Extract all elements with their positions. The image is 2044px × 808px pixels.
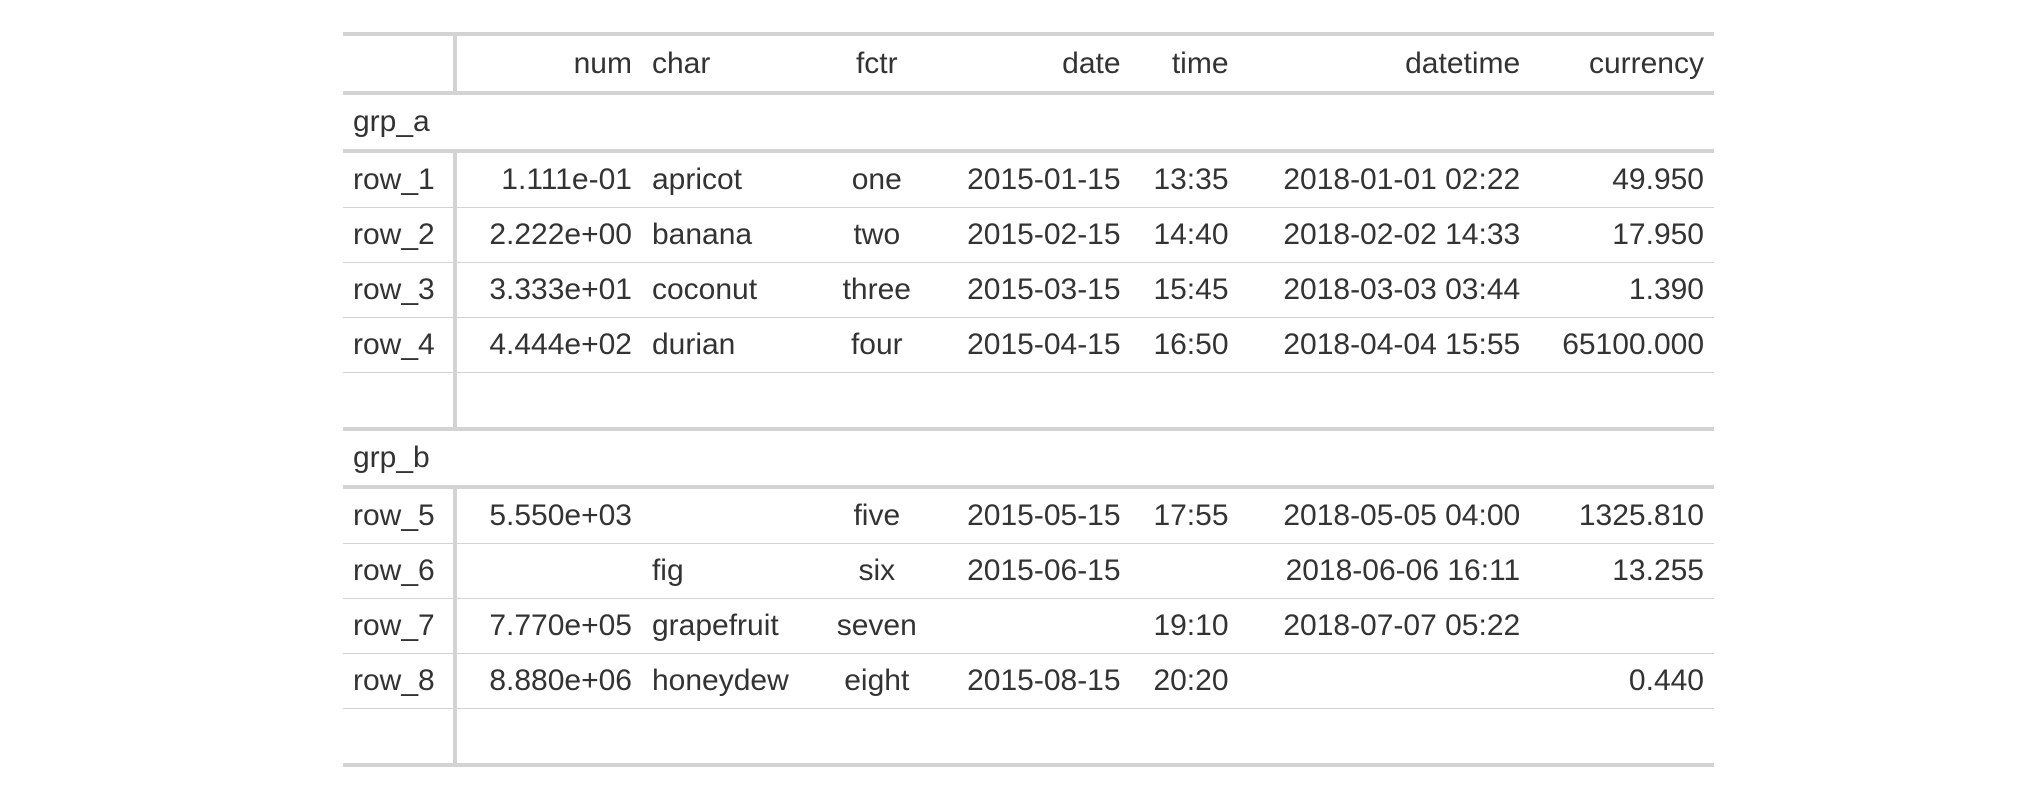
cell-currency: 17.950 xyxy=(1530,207,1714,263)
group-label: grp_b xyxy=(343,427,1714,489)
cell-time: 14:40 xyxy=(1130,207,1239,263)
cell-time: 20:20 xyxy=(1130,653,1239,709)
column-header-fctr: fctr xyxy=(819,32,934,95)
row-label: row_2 xyxy=(343,207,457,263)
cell-fctr: five xyxy=(853,499,901,532)
cell-datetime: 2018-03-03 03:44 xyxy=(1238,262,1531,318)
cell-num: 1.111e-01 xyxy=(501,163,632,196)
table-row: row_4 4.444e+02 durian four 2015-04-15 16:50 2… xyxy=(343,317,1714,373)
cell-time: 17:55 xyxy=(1153,499,1229,532)
cell-fctr: one xyxy=(851,163,902,196)
cell-time: 13:35 xyxy=(1153,163,1229,196)
cell-char: coconut xyxy=(641,262,820,318)
cell-fctr: six xyxy=(819,543,934,599)
row-label: row_4 xyxy=(343,317,457,373)
cell-time xyxy=(1130,543,1239,599)
cell-char: honeydew xyxy=(641,653,820,709)
table-row: row_8 8.880e+06 honeydew eight 2015-08-15 20:… xyxy=(343,653,1714,709)
group-spacer-row xyxy=(343,372,1714,429)
table-row: row_2 2.222e+00 banana two 2015-02-15 14:40 20… xyxy=(343,207,1714,263)
cell-date xyxy=(933,598,1131,654)
table-body: grp_a row_1 1.111e-01 apricot one 2015-01-15 1… xyxy=(343,93,1714,767)
cell-fctr: seven xyxy=(819,598,934,654)
cell-date: 2015-05-15 xyxy=(967,499,1121,532)
cell-currency: 65100.000 xyxy=(1530,317,1714,373)
spacer-cell xyxy=(455,372,1714,429)
cell-datetime: 2018-04-04 15:55 xyxy=(1238,317,1531,373)
data-table: num char fctr date time datetime currenc… xyxy=(343,32,1714,767)
cell-datetime xyxy=(1238,653,1531,709)
cell-currency: 1.390 xyxy=(1530,262,1714,318)
cell-time: 19:10 xyxy=(1130,598,1239,654)
cell-fctr: eight xyxy=(819,653,934,709)
cell-char: apricot xyxy=(651,163,743,196)
cell-datetime: 2018-05-05 04:00 xyxy=(1283,499,1521,532)
table-row: row_5 5.550e+03 five 2015-05-15 17:55 2018-05… xyxy=(343,487,1714,544)
cell-char: fig xyxy=(641,543,820,599)
cell-fctr: two xyxy=(819,207,934,263)
row-label: row_8 xyxy=(343,653,457,709)
cell-fctr: three xyxy=(819,262,934,318)
cell-date: 2015-04-15 xyxy=(933,317,1131,373)
cell-datetime: 2018-07-07 05:22 xyxy=(1238,598,1531,654)
cell-date: 2015-01-15 xyxy=(967,163,1121,196)
cell-char xyxy=(642,487,820,544)
cell-fctr: four xyxy=(819,317,934,373)
row-label: row_5 xyxy=(343,487,457,544)
cell-num: 5.550e+03 xyxy=(489,499,632,532)
table-row: row_7 7.770e+05 grapefruit seven 19:10 2018-0… xyxy=(343,598,1714,654)
row-label: row_3 xyxy=(343,262,457,318)
row-label: row_1 xyxy=(343,151,457,208)
cell-date: 2015-06-15 xyxy=(933,543,1131,599)
cell-datetime: 2018-06-06 16:11 xyxy=(1238,543,1531,599)
cell-currency: 1325.810 xyxy=(1578,499,1704,532)
spacer-stub xyxy=(343,372,457,429)
cell-char: banana xyxy=(641,207,820,263)
cell-currency xyxy=(1530,598,1714,654)
spacer-cell xyxy=(455,708,1714,767)
table-row: row_3 3.333e+01 coconut three 2015-03-15 15:4… xyxy=(343,262,1714,318)
cell-char: grapefruit xyxy=(641,598,820,654)
cell-currency: 0.440 xyxy=(1530,653,1714,709)
group-row: grp_a xyxy=(343,93,1714,153)
cell-num: 8.880e+06 xyxy=(455,653,642,709)
cell-char: durian xyxy=(641,317,820,373)
group-spacer-row xyxy=(343,708,1714,767)
cell-currency: 13.255 xyxy=(1530,543,1714,599)
column-header-date: date xyxy=(933,32,1131,95)
group-label: grp_a xyxy=(343,93,1714,153)
row-label: row_6 xyxy=(343,543,457,599)
cell-currency: 49.950 xyxy=(1612,163,1704,196)
spacer-stub xyxy=(343,708,457,767)
cell-time: 15:45 xyxy=(1130,262,1239,318)
cell-datetime: 2018-02-02 14:33 xyxy=(1238,207,1531,263)
cell-num: 2.222e+00 xyxy=(455,207,642,263)
column-header-num: num xyxy=(455,32,642,95)
cell-num: 7.770e+05 xyxy=(455,598,642,654)
cell-time: 16:50 xyxy=(1130,317,1239,373)
table-row: row_1 1.111e-01 apricot one 2015-01-15 13:35 2… xyxy=(343,151,1714,208)
column-header-datetime: datetime xyxy=(1238,32,1531,95)
cell-date: 2015-02-15 xyxy=(933,207,1131,263)
cell-num: 3.333e+01 xyxy=(455,262,642,318)
cell-num: 4.444e+02 xyxy=(455,317,642,373)
stub-header xyxy=(343,32,457,95)
column-header-char: char xyxy=(641,32,820,95)
column-header-currency: currency xyxy=(1530,32,1714,95)
cell-datetime: 2018-01-01 02:22 xyxy=(1283,163,1521,196)
cell-num xyxy=(455,543,642,599)
row-label: row_7 xyxy=(343,598,457,654)
group-row: grp_b xyxy=(343,427,1714,489)
cell-date: 2015-08-15 xyxy=(933,653,1131,709)
column-header-time: time xyxy=(1130,32,1239,95)
cell-date: 2015-03-15 xyxy=(933,262,1131,318)
table-row: row_6 fig six 2015-06-15 2018-06-06 16:11 13.… xyxy=(343,543,1714,599)
column-header-row: num char fctr date time datetime currenc… xyxy=(343,32,1714,95)
